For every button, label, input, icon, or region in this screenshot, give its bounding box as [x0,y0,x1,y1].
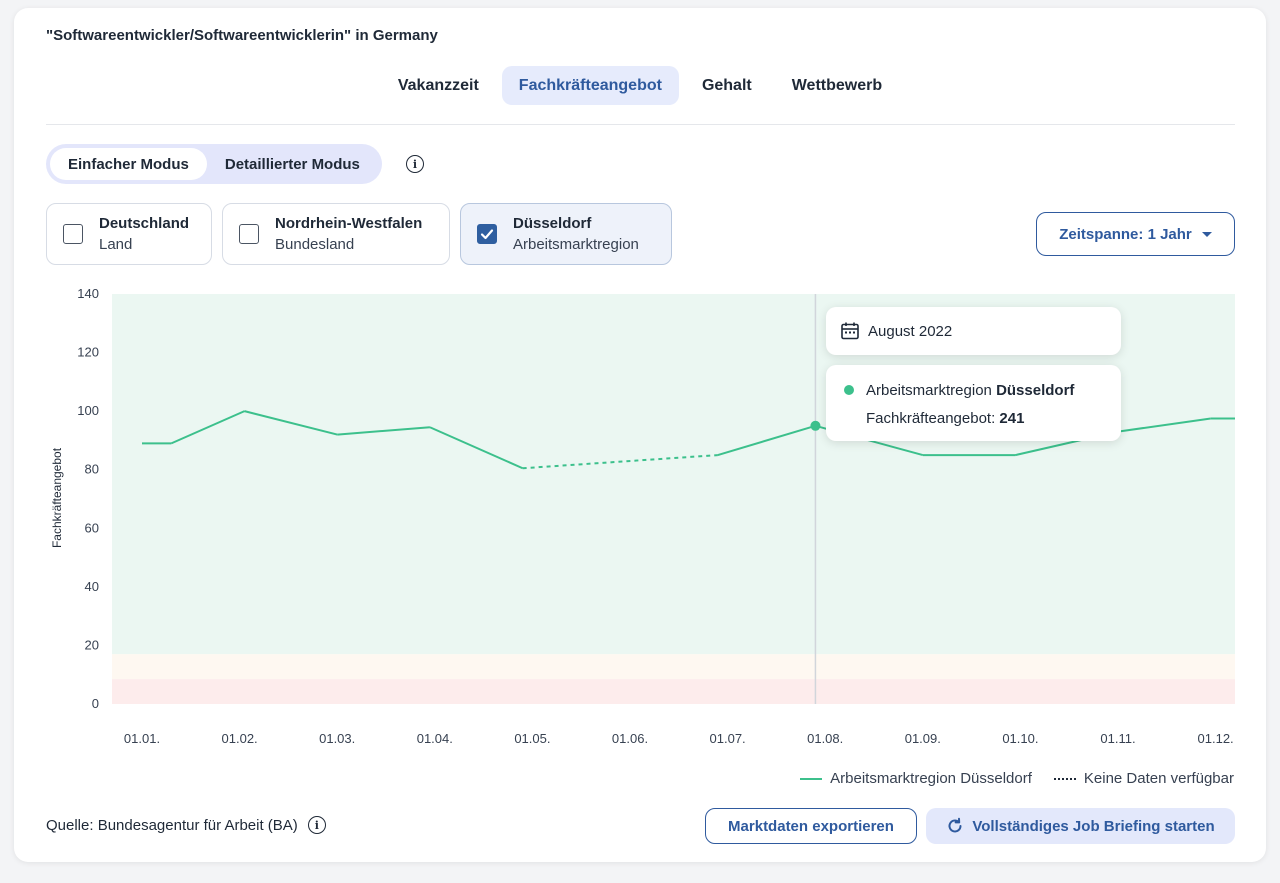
region-name: Deutschland [99,215,190,232]
legend-nodata-swatch [1053,777,1076,780]
chart-legend: Arbeitsmarktregion Düsseldorf Keine Date… [800,770,1234,787]
y-tick-label: 40 [85,579,99,594]
legend-nodata-label: Keine Daten verfügbar [1083,770,1234,787]
tooltip-date-text: August 2022 [868,322,953,340]
legend-series-label: Arbeitsmarktregion Düsseldorf [830,770,1032,787]
x-tick-label: 01.10. [1002,731,1038,746]
highlight-point[interactable] [810,420,821,431]
x-tick-label: 01.03. [319,731,355,746]
source-info-icon[interactable]: i [307,816,326,834]
series-line-segment [1117,417,1211,433]
series-line-segment [429,426,524,470]
x-tick-label: 01.05. [514,731,550,746]
series-dot-icon [844,385,854,395]
export-button[interactable]: Marktdaten exportieren [705,808,917,844]
x-tick-label: 01.12. [1198,731,1234,746]
region-type: Arbeitsmarktregion [513,236,639,253]
checkbox-nrw[interactable] [239,224,259,244]
refresh-icon [948,817,962,833]
tooltip-metric-label: Fachkräfteangebot: [866,409,1000,427]
period-dropdown[interactable]: Zeitspanne: 1 Jahr [1036,212,1235,256]
x-tick-label: 01.11. [1100,731,1135,746]
tab-vakanzzeit[interactable]: Vakanzzeit [397,76,479,94]
tab-fachkraefteangebot[interactable]: Fachkräfteangebot [501,66,679,105]
page-title: "Softwareentwickler/Softwareentwicklerin… [46,27,438,44]
mode-switch: Einfacher Modus Detaillierter Modus [46,144,382,184]
tooltip-info: Arbeitsmarktregion Düsseldorf Fachkräfte… [826,365,1121,441]
region-name: Nordrhein-Westfalen [275,215,423,232]
tab-bar: Vakanzzeit Fachkräfteangebot Gehalt Wett… [0,66,1280,105]
y-tick-label: 60 [85,520,99,535]
start-briefing-label: Vollständiges Job Briefing starten [972,817,1215,835]
region-card-nrw[interactable]: Nordrhein-Westfalen Bundesland [222,203,450,265]
series-gap-segment [522,454,718,470]
checkbox-duesseldorf[interactable] [477,224,497,244]
region-type: Bundesland [275,236,355,253]
info-icon[interactable]: i [406,155,424,173]
x-tick-label: 01.08. [807,731,843,746]
y-tick-label: 100 [77,403,99,418]
detailed-mode-button[interactable]: Detaillierter Modus [224,155,360,173]
x-tick-label: 01.01. [124,731,160,746]
simple-mode-button[interactable]: Einfacher Modus [50,148,207,180]
x-tick-label: 01.02. [222,731,258,746]
start-briefing-button[interactable]: Vollständiges Job Briefing starten [926,808,1235,844]
series-line-segment [170,410,245,445]
y-tick-label: 20 [85,637,99,652]
chart-band-1 [112,654,1235,680]
region-card-deutschland[interactable]: Deutschland Land [46,203,212,265]
checkmark-icon [480,229,494,240]
tooltip-series-prefix: Arbeitsmarktregion [866,381,997,399]
tooltip-metric-value: 241 [999,409,1025,427]
caret-down-icon [1201,231,1212,237]
x-tick-label: 01.06. [612,731,648,746]
tab-wettbewerb[interactable]: Wettbewerb [791,76,883,94]
period-label: Zeitspanne: 1 Jahr [1059,225,1192,243]
series-line-segment [717,424,816,457]
chart-band-2 [112,679,1235,704]
region-type: Land [99,236,133,253]
region-card-duesseldorf[interactable]: Düsseldorf Arbeitsmarktregion [460,203,672,265]
source-note: Quelle: Bundesagentur für Arbeit (BA) i [46,816,326,834]
series-line-segment [244,410,338,436]
region-name: Düsseldorf [513,215,592,232]
y-axis-label: Fachkräfteangebot [50,447,64,548]
y-tick-label: 80 [85,462,99,477]
series-line-segment [337,426,430,436]
section-divider [46,124,1235,125]
x-tick-label: 01.07. [710,731,746,746]
x-tick-label: 01.04. [417,731,453,746]
calendar-icon [841,322,859,340]
y-tick-label: 140 [77,286,99,301]
tab-gehalt[interactable]: Gehalt [701,76,752,94]
y-tick-label: 0 [92,696,99,711]
tooltip-date: August 2022 [826,307,1121,355]
y-tick-label: 120 [77,345,99,360]
x-tick-label: 01.09. [905,731,941,746]
tooltip-series-region: Düsseldorf [996,381,1075,399]
checkbox-deutschland[interactable] [63,224,83,244]
source-text: Quelle: Bundesagentur für Arbeit (BA) [46,816,298,834]
legend-series-swatch [800,777,823,780]
